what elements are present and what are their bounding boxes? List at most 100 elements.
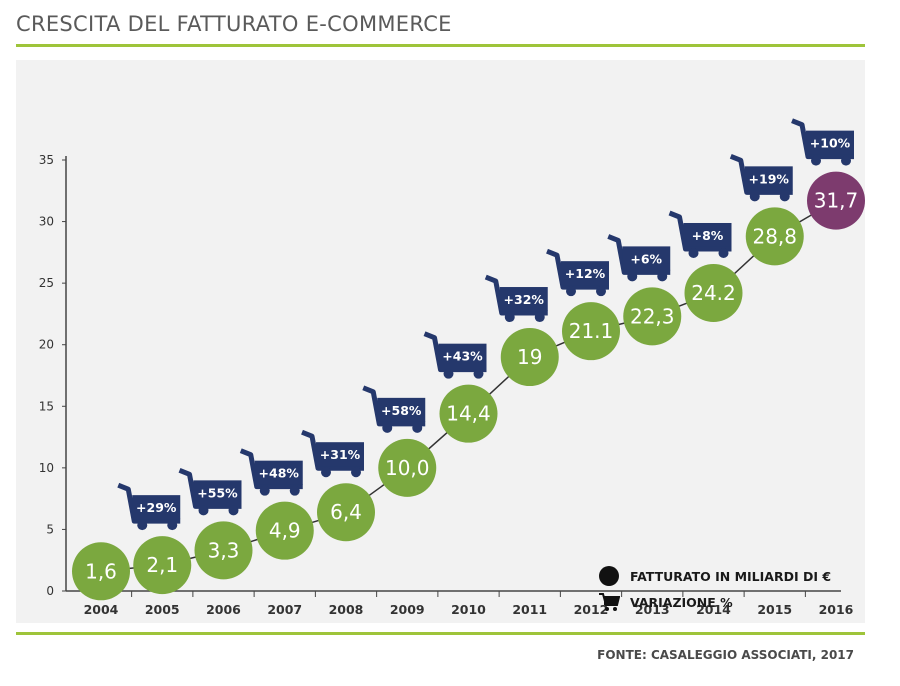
data-point: 21.1 <box>562 302 620 361</box>
data-label: 6,4 <box>330 500 362 524</box>
data-bubble <box>500 328 559 387</box>
legend-item-variation: VARIAZIONE % <box>598 589 831 615</box>
cart-handle <box>301 429 364 471</box>
variation-label: +31% <box>320 447 361 462</box>
data-point: 28,8 <box>745 207 804 266</box>
y-tick-label: 5 <box>46 522 54 536</box>
cart-basket <box>254 460 303 485</box>
x-tick-label: 2011 <box>512 602 547 617</box>
data-bubble <box>317 483 375 542</box>
y-tick-label: 10 <box>39 461 54 475</box>
data-bubble <box>745 207 804 266</box>
footer-divider <box>16 632 865 635</box>
chart-title: CRESCITA DEL FATTURATO E-COMMERCE <box>16 12 452 36</box>
cart-basket <box>499 287 548 312</box>
variation-cart-icon: +12% <box>546 248 609 297</box>
data-bubble <box>807 171 865 230</box>
cart-handle <box>607 234 671 275</box>
cart-basket <box>132 495 181 520</box>
x-tick-label: 2015 <box>757 602 792 617</box>
data-point: 2,1 <box>133 536 192 595</box>
cart-wheel <box>198 505 209 516</box>
data-label: 22,3 <box>630 304 675 328</box>
data-bubble <box>378 438 437 497</box>
data-point: 14,4 <box>439 384 498 443</box>
data-bubble <box>684 263 743 322</box>
axes: 0 5 10 15 20 25 30 35 2004 2005 2006 2007 2008 2009 20… <box>39 153 854 617</box>
data-label: 19 <box>517 345 542 369</box>
y-tick-label: 25 <box>39 276 54 290</box>
cart-handle <box>178 468 242 509</box>
x-tick-label: 2013 <box>635 602 670 617</box>
data-label: 2,1 <box>146 553 178 577</box>
cart-wheel <box>779 191 790 202</box>
source-note: FONTE: CASALEGGIO ASSOCIATI, 2017 <box>597 648 854 662</box>
variation-cart-icon: +58% <box>362 385 426 433</box>
cart-handle <box>546 248 609 290</box>
data-label: 10,0 <box>385 456 430 480</box>
cart-wheel <box>473 368 484 379</box>
data-point: 24.2 <box>684 263 743 322</box>
cart-wheel <box>137 520 148 531</box>
x-tick-label: 2012 <box>574 602 609 617</box>
y-tick-label: 20 <box>39 338 54 352</box>
chart-panel: 0 5 10 15 20 25 30 35 2004 2005 2006 2007 2008 2009 20… <box>16 60 865 623</box>
variation-label: +32% <box>504 292 545 307</box>
data-point: 3,3 <box>194 521 253 580</box>
x-tick-label: 2014 <box>696 602 731 617</box>
variation-label: +8% <box>692 228 724 243</box>
cart-wheel <box>504 312 515 323</box>
data-bubble <box>194 521 253 580</box>
x-tick-label: 2009 <box>390 602 425 617</box>
cart-wheel <box>167 520 178 531</box>
cart-wheel <box>443 368 454 379</box>
x-tick-label: 2008 <box>329 602 364 617</box>
variation-cart-icon: +31% <box>301 429 364 478</box>
variation-label: +29% <box>136 500 177 515</box>
x-tick-label: 2006 <box>206 602 241 617</box>
cart-wheel <box>749 191 760 202</box>
cart-wheel <box>811 155 821 166</box>
variation-cart-icon: +19% <box>729 154 793 202</box>
cart-handle <box>729 154 793 195</box>
variation-label: +48% <box>259 466 300 481</box>
data-point: 19 <box>500 328 559 387</box>
x-tick-label: 2007 <box>267 602 302 617</box>
data-point: 10,0 <box>378 438 437 497</box>
data-bubble <box>133 536 192 595</box>
cart-basket <box>806 130 854 155</box>
legend-label-variation: VARIAZIONE % <box>630 594 733 610</box>
variation-cart-icon: +43% <box>423 331 487 379</box>
cart-basket <box>193 480 242 505</box>
cart-wheel <box>228 505 239 516</box>
cart-basket <box>683 222 732 247</box>
cart-handle <box>423 331 487 373</box>
variation-label: +6% <box>630 251 662 266</box>
revenue-chart: 0 5 10 15 20 25 30 35 2004 2005 2006 2007 2008 2009 20… <box>39 118 865 617</box>
cart-basket <box>316 442 364 467</box>
cart-wheel <box>351 467 361 478</box>
variation-cart-icon: +32% <box>484 274 548 323</box>
cart-wheel <box>841 155 851 166</box>
title-divider <box>16 44 865 47</box>
data-label: 21.1 <box>569 319 614 343</box>
y-tick-label: 15 <box>39 399 54 413</box>
data-point: 6,4 <box>317 483 375 542</box>
variation-cart-icon: +29% <box>117 482 181 531</box>
variation-label: +58% <box>381 403 422 418</box>
cart-handle <box>791 118 854 160</box>
y-tick-label: 35 <box>39 153 54 167</box>
data-label: 4,9 <box>269 519 301 543</box>
cart-wheel <box>688 247 699 258</box>
y-tick-label: 0 <box>46 584 54 598</box>
cart-wheel <box>534 312 545 323</box>
cart-basket <box>438 343 487 368</box>
x-tick-label: 2005 <box>145 602 180 617</box>
variation-cart-icon: +6% <box>607 234 671 282</box>
data-bubble <box>255 501 314 560</box>
data-point: 1,6 <box>72 542 130 601</box>
variation-cart-icon: +8% <box>668 210 732 258</box>
data-label: 1,6 <box>85 559 117 583</box>
data-bubble <box>439 384 498 443</box>
cart-handle <box>117 482 181 524</box>
